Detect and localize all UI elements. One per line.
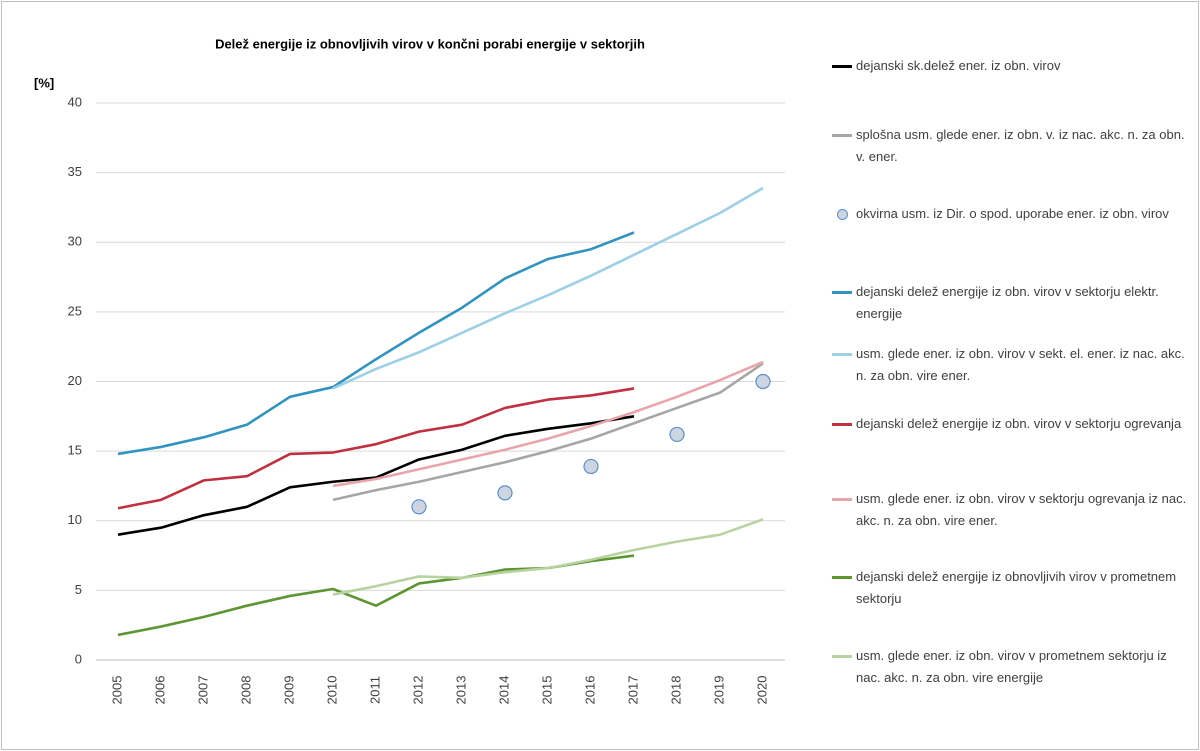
x-tick-label: 2012 [410,676,425,705]
x-tick-label: 2011 [367,676,382,704]
marker [583,458,599,475]
legend-swatch [832,645,852,667]
y-tick-label: 40 [68,94,82,109]
series-line [117,387,635,510]
legend-label: okvirna usm. iz Dir. o spod. uporabe ene… [856,206,1169,221]
legend-item: splošna usm. glede ener. iz obn. v. iz n… [832,124,1192,168]
marker [755,373,771,390]
y-tick-label: 10 [68,512,82,527]
legend-item: dejanski delež energije iz obn. virov v … [832,281,1192,325]
y-tick-label: 20 [68,373,82,388]
legend-mark [832,353,852,356]
marker [411,499,427,515]
x-tick-label: 2007 [195,676,210,705]
y-tick-label: 0 [75,651,82,666]
chart: Delež energije iz obnovljivih virov v ko… [34,36,785,705]
x-tick-label: 2006 [152,676,167,705]
legend-swatch [832,124,852,146]
y-tick-label: 5 [75,582,82,597]
legend-item: usm. glede ener. iz obn. virov v sekt. e… [832,343,1192,387]
legend-mark [832,498,852,501]
marker [497,485,513,501]
y-tick-label: 25 [68,303,82,318]
x-tick-label: 2005 [109,676,124,705]
x-tick-label: 2009 [281,676,296,705]
legend-label: splošna usm. glede ener. iz obn. v. iz n… [856,127,1185,164]
marker [669,426,685,443]
legend-label: usm. glede ener. iz obn. virov v sektorj… [856,491,1187,528]
y-tick-label: 30 [68,234,82,249]
legend-item: dejanski delež energije iz obnovljivih v… [832,566,1192,610]
series-line [332,362,764,502]
legend-swatch [832,488,852,510]
x-tick-label: 2016 [582,676,597,705]
legend-mark [832,423,852,426]
series-line [117,415,635,536]
legend-label: dejanski sk.delež ener. iz obn. virov [856,58,1061,73]
legend-swatch [832,413,852,435]
x-tick-label: 2019 [711,676,726,705]
x-tick-label: 2008 [238,676,253,705]
series-line [117,231,635,456]
legend-swatch [832,203,852,225]
x-tick-label: 2010 [324,676,339,705]
x-tick-label: 2014 [496,676,511,705]
legend-item: dejanski delež energije iz obn. virov v … [832,413,1192,435]
legend-label: dejanski delež energije iz obn. virov v … [856,416,1182,431]
chart-title: Delež energije iz obnovljivih virov v ko… [215,36,645,51]
legend-item: usm. glede ener. iz obn. virov v prometn… [832,645,1192,689]
x-tick-label: 2018 [668,676,683,705]
legend-mark [832,291,852,294]
x-tick-label: 2020 [754,676,769,705]
y-tick-label: 15 [68,443,82,458]
legend-swatch [832,566,852,588]
x-tick-label: 2015 [539,676,554,705]
x-tick-label: 2017 [625,676,640,705]
legend-mark [832,65,852,68]
legend-label: dejanski delež energije iz obnovljivih v… [856,569,1177,606]
legend-mark [832,134,852,137]
legend-swatch [832,343,852,365]
x-tick-label: 2013 [453,676,468,705]
legend-label: usm. glede ener. iz obn. virov v sekt. e… [856,346,1185,383]
y-axis-label: [%] [34,75,54,90]
series-line [332,518,764,596]
series-line [332,360,764,488]
legend-label: usm. glede ener. iz obn. virov v prometn… [856,648,1167,685]
y-tick-label: 35 [68,164,82,179]
legend-swatch [832,281,852,303]
legend-label: dejanski delež energije iz obn. virov v … [856,284,1159,321]
legend-item: usm. glede ener. iz obn. virov v sektorj… [832,488,1192,532]
legend-mark [832,576,852,579]
legend-item: dejanski sk.delež ener. iz obn. virov [832,55,1192,77]
legend-mark [837,209,848,220]
series-line [332,186,764,390]
legend-mark [832,655,852,658]
legend-swatch [832,55,852,77]
legend-item: okvirna usm. iz Dir. o spod. uporabe ene… [832,203,1192,225]
